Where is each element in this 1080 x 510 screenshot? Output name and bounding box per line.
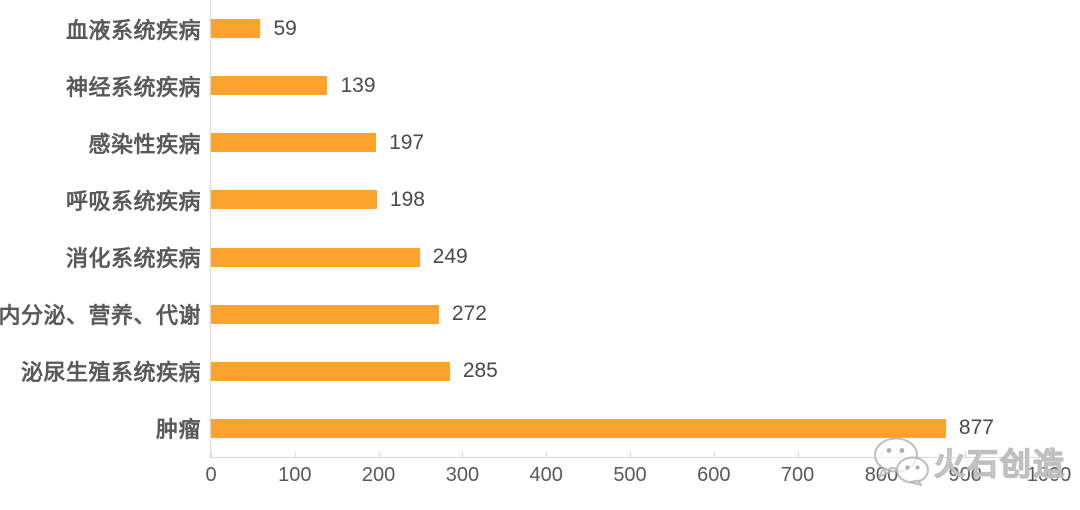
x-axis-tick-mark <box>378 452 380 457</box>
category-label: 肿瘤 <box>155 417 201 443</box>
x-axis-tick-mark <box>211 452 212 457</box>
value-label: 285 <box>462 359 498 383</box>
value-label: 877 <box>958 416 994 440</box>
x-axis-tick-mark <box>546 452 548 457</box>
x-axis-tick-label: 900 <box>948 464 982 486</box>
x-axis-tick-mark <box>881 452 883 457</box>
x-axis-tick-mark <box>1049 452 1050 457</box>
value-label: 198 <box>389 187 425 211</box>
x-axis-tick-mark <box>965 452 967 457</box>
plot-area: 血液系统疾病 59 神经系统疾病 139 感染性疾病 197 呼吸系统疾病 198 消化系统疾病… <box>0 0 1050 458</box>
value-label: 197 <box>389 130 425 154</box>
x-axis-tick-label: 700 <box>780 464 815 486</box>
x-axis-tick-label: 800 <box>864 464 899 486</box>
bar-row: 神经系统疾病 139 <box>66 57 1049 114</box>
category-label: 呼吸系统疾病 <box>65 188 201 214</box>
category-label: 内分泌、营养、代谢 <box>0 303 201 329</box>
x-axis-tick-mark <box>713 452 715 457</box>
category-label: 泌尿生殖系统疾病 <box>20 360 201 386</box>
bar-row: 消化系统疾病 249 <box>66 229 1049 286</box>
bar-row: 血液系统疾病 59 <box>66 0 1049 57</box>
value-label: 139 <box>340 73 376 97</box>
value-label: 59 <box>273 16 297 40</box>
bar <box>211 304 439 324</box>
x-axis-tick-label: 600 <box>697 464 731 486</box>
x-axis-tick-label: 200 <box>361 464 396 486</box>
bar <box>211 76 328 96</box>
value-label: 249 <box>432 245 468 269</box>
bar <box>211 133 377 153</box>
bar-row: 泌尿生殖系统疾病 285 <box>21 343 1049 400</box>
value-label: 272 <box>451 302 487 326</box>
x-axis-tick-label: 1000 <box>1026 464 1072 486</box>
x-axis-tick-labels: 0 100 200 300 400 500 600 700 800 900 1000 <box>205 464 1071 494</box>
x-axis-tick-mark <box>462 452 464 457</box>
bar <box>211 19 261 39</box>
bar-row: 肿瘤 877 <box>156 400 1049 457</box>
x-axis-tick-label: 100 <box>278 464 312 486</box>
x-axis-tick-label: 300 <box>445 464 480 486</box>
x-axis-tick-mark <box>294 452 296 457</box>
bar <box>211 418 946 438</box>
x-axis-tick-label: 400 <box>529 464 563 486</box>
bar <box>211 190 377 210</box>
x-axis-tick-mark <box>630 452 631 457</box>
bar <box>211 361 450 381</box>
category-label: 血液系统疾病 <box>65 17 201 43</box>
bar-row: 内分泌、营养、代谢 272 <box>0 286 1049 343</box>
x-axis-tick-mark <box>797 452 799 457</box>
category-label: 神经系统疾病 <box>65 74 201 100</box>
bar-row: 感染性疾病 197 <box>88 114 1049 171</box>
bar-row: 呼吸系统疾病 198 <box>66 171 1049 228</box>
x-axis-tick-label: 0 <box>205 464 217 486</box>
category-label: 消化系统疾病 <box>65 246 201 272</box>
category-label: 感染性疾病 <box>88 131 201 157</box>
bar <box>211 247 420 267</box>
x-axis-tick-label: 500 <box>613 464 647 486</box>
